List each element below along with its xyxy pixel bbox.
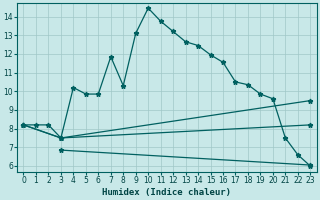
X-axis label: Humidex (Indice chaleur): Humidex (Indice chaleur) [102,188,231,197]
